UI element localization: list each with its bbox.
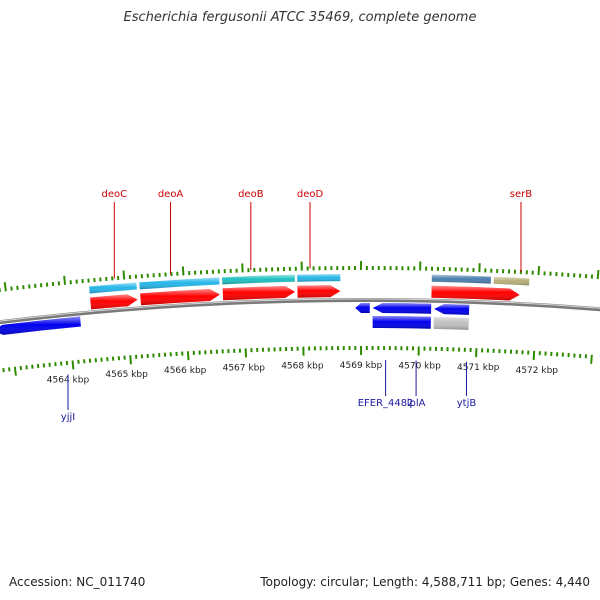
backbone-highlight <box>0 298 600 322</box>
outer-tick-major <box>122 270 126 280</box>
gene-label-bottom: yjjI <box>61 412 75 423</box>
cds-reverse-shading <box>434 304 470 315</box>
backbone-layer <box>0 298 600 325</box>
genome-stats: Topology: circular; Length: 4,588,711 bp… <box>260 575 590 589</box>
gene-label-top: deoA <box>158 189 184 200</box>
scale-label: 4568 kbp <box>281 362 324 372</box>
feature-layer <box>0 274 530 335</box>
cds-forward-shading <box>140 288 220 306</box>
outer-tick-major <box>537 265 541 276</box>
genes-label: Genes: <box>509 575 552 589</box>
gene-label-top: serB <box>510 189 532 200</box>
length-value: 4,588,711 bp <box>421 575 502 589</box>
scale-label: 4570 kbp <box>398 362 441 372</box>
scale-label: 4571 kbp <box>457 363 500 373</box>
gene-block-top-shading <box>222 274 295 285</box>
inner-tick-major <box>186 351 190 361</box>
gene-label-bottom: ytjB <box>457 398 477 409</box>
accession-value: NC_011740 <box>76 575 146 589</box>
outer-tick-major <box>3 282 7 292</box>
topology-value: circular <box>320 575 365 589</box>
gene-label-bottom: lplA <box>407 398 426 409</box>
accession-label: Accession: <box>9 575 73 589</box>
inner-tick-major <box>590 354 593 364</box>
gene-block-top-shading <box>297 274 341 282</box>
cds-reverse-shading <box>0 316 81 335</box>
cds-forward-shading <box>90 294 138 310</box>
outer-tick-major <box>63 275 67 285</box>
topology-label: Topology: <box>260 575 317 589</box>
gene-block-bottom-shading <box>372 316 431 329</box>
gene-block-top-shading <box>89 282 137 294</box>
cds-forward-shading <box>431 285 520 301</box>
outer-tick-major <box>596 269 600 280</box>
outer-tick-major <box>181 266 185 276</box>
tick-layer <box>0 261 600 376</box>
scale-label: 4569 kbp <box>340 361 383 371</box>
scale-label: 4565 kbp <box>105 370 148 380</box>
map-title: Escherichia fergusonii ATCC 35469, compl… <box>123 10 477 25</box>
gene-block-top-shading <box>431 274 492 284</box>
scale-label: 4566 kbp <box>164 366 207 376</box>
accession-info: Accession: NC_011740 <box>9 575 145 589</box>
gene-block-top-shading <box>493 276 530 286</box>
backbone-arc <box>0 298 600 325</box>
inner-tick-major <box>532 350 536 360</box>
scale-label: 4572 kbp <box>516 366 559 376</box>
gene-block-top-shading <box>139 277 220 290</box>
gene-label-top: deoB <box>238 189 264 200</box>
scale-label: 4567 kbp <box>223 363 266 373</box>
length-label: Length: <box>372 575 419 589</box>
gene-label-top: deoC <box>101 189 127 200</box>
cds-reverse-shading <box>355 302 370 314</box>
gene-label-bottom: EFER_4482 <box>358 398 414 409</box>
gene-label-top: deoD <box>297 189 324 200</box>
inner-tick-major <box>13 366 17 376</box>
cds-forward-shading <box>297 285 341 298</box>
gene-block-bottom-shading <box>433 316 469 330</box>
genes-value: 4,440 <box>555 575 590 589</box>
inner-tick-major <box>71 360 75 370</box>
inner-tick-major <box>129 355 132 365</box>
cds-reverse-shading <box>372 303 432 314</box>
cds-forward-shading <box>222 286 296 301</box>
